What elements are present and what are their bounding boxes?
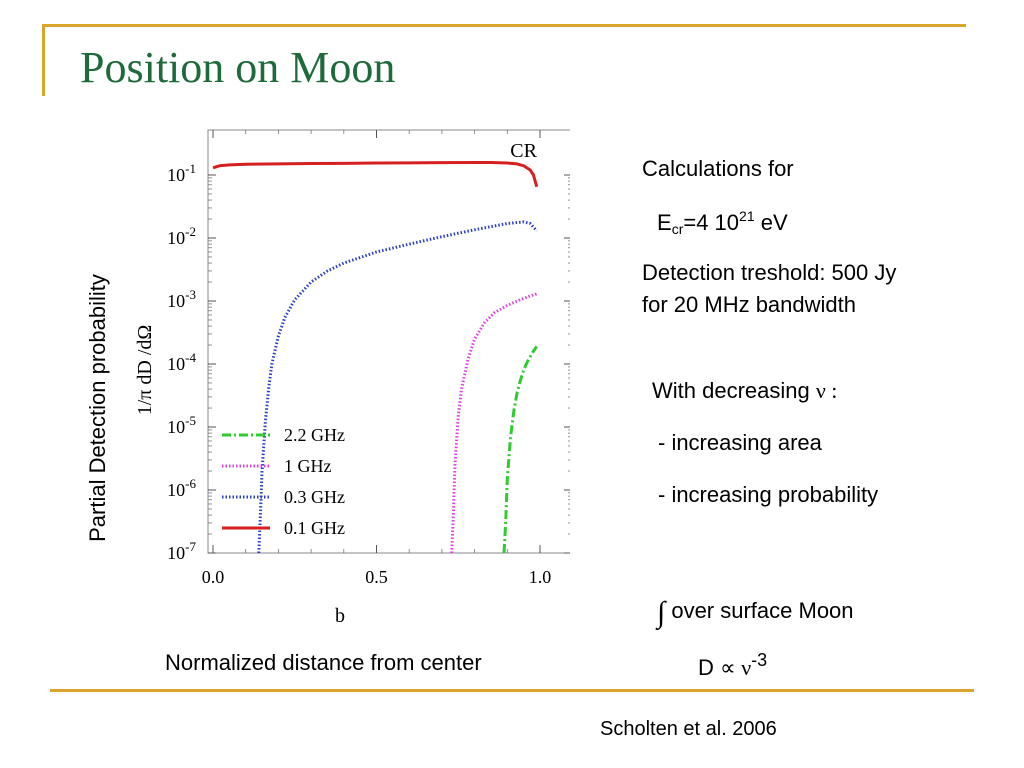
x-tick-label: 0.0 [202, 567, 225, 587]
series-line-2-2-ghz [502, 345, 538, 553]
y-tick-exponent: -4 [185, 350, 196, 365]
y-tick-exponent: -7 [185, 539, 196, 554]
bottom-border-line [50, 689, 974, 692]
x-axis-caption: Normalized distance from center [165, 650, 482, 675]
y-tick-label: 10-5 [167, 413, 196, 437]
plot-layer: 10-110-210-310-410-510-610-70.0 0.5 1.0CR2… [167, 129, 570, 587]
y-tick-base: 10 [167, 480, 185, 500]
nu-symbol: ν : [815, 378, 838, 403]
y-tick-label: 10-3 [167, 287, 196, 311]
prop-exponent: -3 [751, 650, 768, 670]
slide-title: Position on Moon [80, 43, 396, 92]
y-tick-exponent: -3 [185, 287, 196, 302]
legend-label: 0.1 GHz [284, 518, 345, 538]
integral-symbol: ∫ [657, 596, 666, 629]
y-tick-base: 10 [167, 228, 185, 248]
y-tick-base: 10 [167, 543, 185, 563]
bullet-area: - increasing area [658, 430, 822, 455]
chart-y-axis-label: 1/π dD /dΩ [134, 325, 156, 416]
y-tick-exponent: -5 [185, 413, 196, 428]
legend-label: 1 GHz [284, 456, 332, 476]
x-tick-label: 0.5 [365, 567, 388, 587]
y-tick-base: 10 [167, 165, 185, 185]
y-tick-label: 10-2 [167, 224, 196, 248]
citation: Scholten et al. 2006 [600, 718, 777, 740]
legend-label: 0.3 GHz [284, 487, 345, 507]
decreasing-text: With decreasing [652, 378, 816, 403]
integral-line: ∫ over surface Moon [657, 596, 854, 630]
top-border-line [42, 24, 966, 27]
series-line-0-3-ghz [257, 220, 538, 553]
y-tick-base: 10 [167, 417, 185, 437]
y-tick-label: 10-6 [167, 476, 196, 500]
y-tick-base: 10 [167, 291, 185, 311]
y-tick-base: 10 [167, 354, 185, 374]
plot-frame [207, 129, 570, 554]
integral-text: over surface Moon [665, 598, 854, 623]
x-tick-label: 1.0 [529, 567, 552, 587]
y-tick-label: 10-7 [167, 539, 196, 563]
legend-label: 2.2 GHz [284, 425, 345, 445]
detection-probability-chart: 10-110-210-310-410-510-610-70.0 0.5 1.0CR2… [134, 129, 570, 627]
ecr-unit: eV [754, 210, 788, 235]
y-tick-exponent: -2 [185, 224, 196, 239]
y-tick-label: 10-4 [167, 350, 196, 374]
prop-left: D [698, 655, 720, 680]
ecr-base: E [657, 210, 672, 235]
calc-heading: Calculations for [642, 156, 794, 181]
ecr-exponent: 21 [739, 208, 755, 224]
proportionality-line: D ∝ ν-3 [698, 650, 767, 681]
y-axis-caption: Partial Detection probability [85, 274, 110, 542]
series-line-0-1-ghz [212, 160, 539, 188]
threshold-line-2: for 20 MHz bandwidth [642, 292, 856, 317]
bullet-probability: - increasing probability [658, 482, 879, 507]
series-line-1-ghz [450, 292, 538, 553]
cr-annotation: CR [510, 140, 537, 162]
decreasing-line: With decreasing ν : [652, 378, 837, 404]
y-tick-exponent: -1 [185, 161, 196, 176]
prop-symbol: ∝ ν [720, 655, 752, 680]
left-border-line [42, 24, 45, 96]
ecr-subscript: cr [671, 221, 684, 237]
threshold-line-1: Detection treshold: 500 Jy [642, 260, 897, 285]
chart-x-axis-label: b [335, 605, 345, 627]
ecr-value: =4 10 [683, 210, 740, 235]
y-tick-exponent: -6 [185, 476, 196, 491]
ecr-line: Ecr=4 1021 eV [657, 208, 788, 237]
y-tick-label: 10-1 [167, 161, 196, 185]
